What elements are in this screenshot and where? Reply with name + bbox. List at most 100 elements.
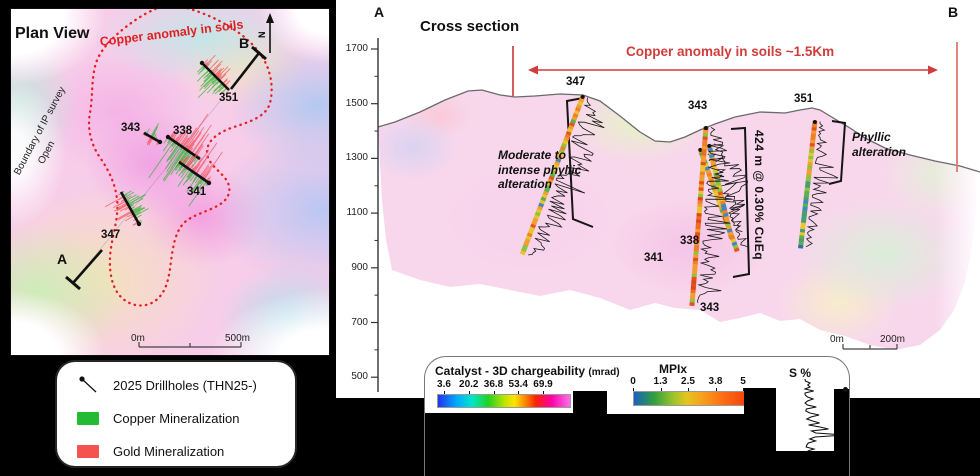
- cross-drillhole-label-351: 351: [794, 93, 814, 105]
- plan-section-marker-a: A: [57, 251, 68, 267]
- legend-cutout: [425, 413, 573, 476]
- cross-scale-end: 200m: [880, 334, 906, 345]
- plan-ip-heatmap: [11, 9, 329, 355]
- plan-scale-start: 0m: [131, 333, 145, 344]
- plan-drillhole-347: [104, 190, 149, 227]
- plan-view-title: Plan View: [15, 25, 90, 42]
- mpix-tick-mark: [715, 388, 717, 391]
- legend-item-2025-drillholes-thn25-: 2025 Drillholes (THN25-): [77, 374, 257, 396]
- elevation-tick-700: 700: [351, 316, 368, 328]
- plan-drillhole-label-343: 343: [121, 122, 141, 134]
- chargeability-tick-label-69.9: 69.9: [533, 379, 553, 390]
- cross-drillhole-label-343_top: 343: [688, 100, 708, 112]
- cross-drillhole-label-347: 347: [566, 76, 586, 88]
- elevation-tick-500: 500: [351, 371, 368, 383]
- chargeability-tick-mark: [543, 391, 544, 394]
- plan-section-marker-b: B: [239, 35, 250, 51]
- elevation-axis: [371, 38, 379, 392]
- cross-drillhole-label-343_toe: 343: [700, 302, 720, 314]
- copper-anomaly-boundary: [87, 9, 273, 307]
- topography-line: [377, 89, 980, 173]
- swatch: [77, 411, 99, 425]
- cross-scale-bar: [842, 344, 898, 350]
- elevation-tick-900: 900: [351, 261, 368, 273]
- elevation-tick-1500: 1500: [345, 97, 368, 109]
- elevation-tick-1100: 1100: [346, 207, 368, 219]
- north-arrow-icon: N: [257, 13, 274, 53]
- legend-cutout: [573, 391, 607, 476]
- section-line-a-end: [65, 249, 103, 291]
- legend-cutout: [834, 389, 849, 476]
- cross-drillhole-343: [689, 125, 733, 307]
- chargeability-tick-mark: [518, 391, 520, 394]
- chargeability-tick-label-20.2: 20.2: [459, 379, 479, 390]
- legend-cutout: [744, 388, 776, 476]
- plan-scale-end: 500m: [225, 333, 251, 344]
- plan-drillhole-341: [175, 142, 223, 207]
- color-swatch-icon: [77, 411, 105, 425]
- mpix-tick-mark: [660, 388, 662, 391]
- bracket-351-alteration: [828, 120, 847, 185]
- svg-text:N: N: [257, 32, 267, 39]
- chargeability-tick-mark: [493, 391, 495, 394]
- chargeability-tick-label-36.8: 36.8: [483, 379, 504, 390]
- drillhole-symbol-icon: [77, 375, 105, 395]
- chargeability-tick-mark: [444, 391, 445, 394]
- plan-drillhole-343: [142, 122, 163, 146]
- plan-drillhole-label-338: 338: [173, 125, 193, 137]
- intercept-annotation: 424 m @ 0.30% CuEq: [752, 130, 766, 261]
- plan-drillhole-label-347: 347: [101, 229, 121, 241]
- cross-section-panel: A B Cross section Copper anomaly in soil…: [336, 0, 980, 398]
- mpix-tick-mark: [633, 388, 634, 391]
- legend-cutout: [607, 414, 744, 476]
- mpix-legend-title: MPIx: [659, 362, 688, 376]
- legend-item-label: Copper Mineralization: [113, 410, 240, 426]
- anomaly-extent-arrow: [528, 65, 938, 75]
- legend-item-copper-mineralization: Copper Mineralization: [77, 407, 239, 429]
- chargeability-tick-mark: [468, 391, 470, 394]
- elevation-tick-1300: 1300: [345, 152, 368, 164]
- mpix-tick-label-0: 0: [630, 376, 636, 387]
- legend-cutout: [776, 451, 834, 476]
- legend-border-end-dot: [843, 387, 848, 392]
- chargeability-tick-label-3.6: 3.6: [437, 379, 451, 390]
- cross-drillhole-label-341: 341: [644, 252, 664, 264]
- plan-legend-box: 2025 Drillholes (THN25-) Copper Mineraliz…: [57, 362, 295, 466]
- mpix-tick-label-2.5: 2.5: [681, 376, 695, 387]
- chargeability-tick-label-53.4: 53.4: [508, 379, 528, 390]
- legend-item-gold-mineralization: Gold Mineralization: [77, 440, 224, 462]
- cross-drillhole-347: [519, 94, 605, 256]
- plan-map-overlay: N: [65, 9, 274, 348]
- mpix-tick-mark: [743, 388, 744, 391]
- cross-drillhole-351: [798, 119, 839, 249]
- cross-section-overlay: [371, 38, 980, 392]
- mpix-tick-label-5: 5: [740, 376, 746, 387]
- chargeability-colorbar: [437, 394, 571, 408]
- swatch: [77, 444, 99, 458]
- plan-view-panel: N Plan View Copper anomaly in soils Boun…: [10, 8, 330, 356]
- mpix-colorbar: [633, 391, 745, 406]
- mpix-tick-label-1.3: 1.3: [653, 376, 668, 387]
- cross-drillhole-label-338: 338: [680, 235, 700, 247]
- elevation-tick-1700: 1700: [345, 43, 368, 54]
- cross-copper-anomaly-label: Copper anomaly in soils ~1.5Km: [626, 44, 835, 59]
- cross-marker-b: B: [948, 4, 959, 20]
- legend-item-label: Gold Mineralization: [113, 443, 225, 459]
- plan-drillhole-351: [196, 54, 231, 99]
- color-swatch-icon: [77, 444, 105, 458]
- mpix-tick-mark: [688, 388, 689, 391]
- chargeability-legend-title: Catalyst - 3D chargeability (mrad): [435, 364, 620, 378]
- plan-drillhole-label-351: 351: [219, 92, 239, 104]
- plan-scale-bar: [138, 342, 242, 348]
- bracket-424m-intercept: [730, 126, 751, 278]
- cross-marker-a: A: [374, 4, 385, 20]
- sulfur-legend-title: S %: [789, 366, 812, 380]
- cross-section-title: Cross section: [420, 18, 520, 35]
- legend-item-label: 2025 Drillholes (THN25-): [113, 377, 257, 393]
- chargeability-unit: (mrad): [588, 367, 620, 378]
- cross-scale-start: 0m: [830, 334, 844, 345]
- alteration-annotation-left: Moderate to intense phyllic alteration: [498, 148, 582, 192]
- plan-drillhole-label-341: 341: [187, 186, 207, 198]
- mpix-tick-label-3.8: 3.8: [708, 376, 723, 387]
